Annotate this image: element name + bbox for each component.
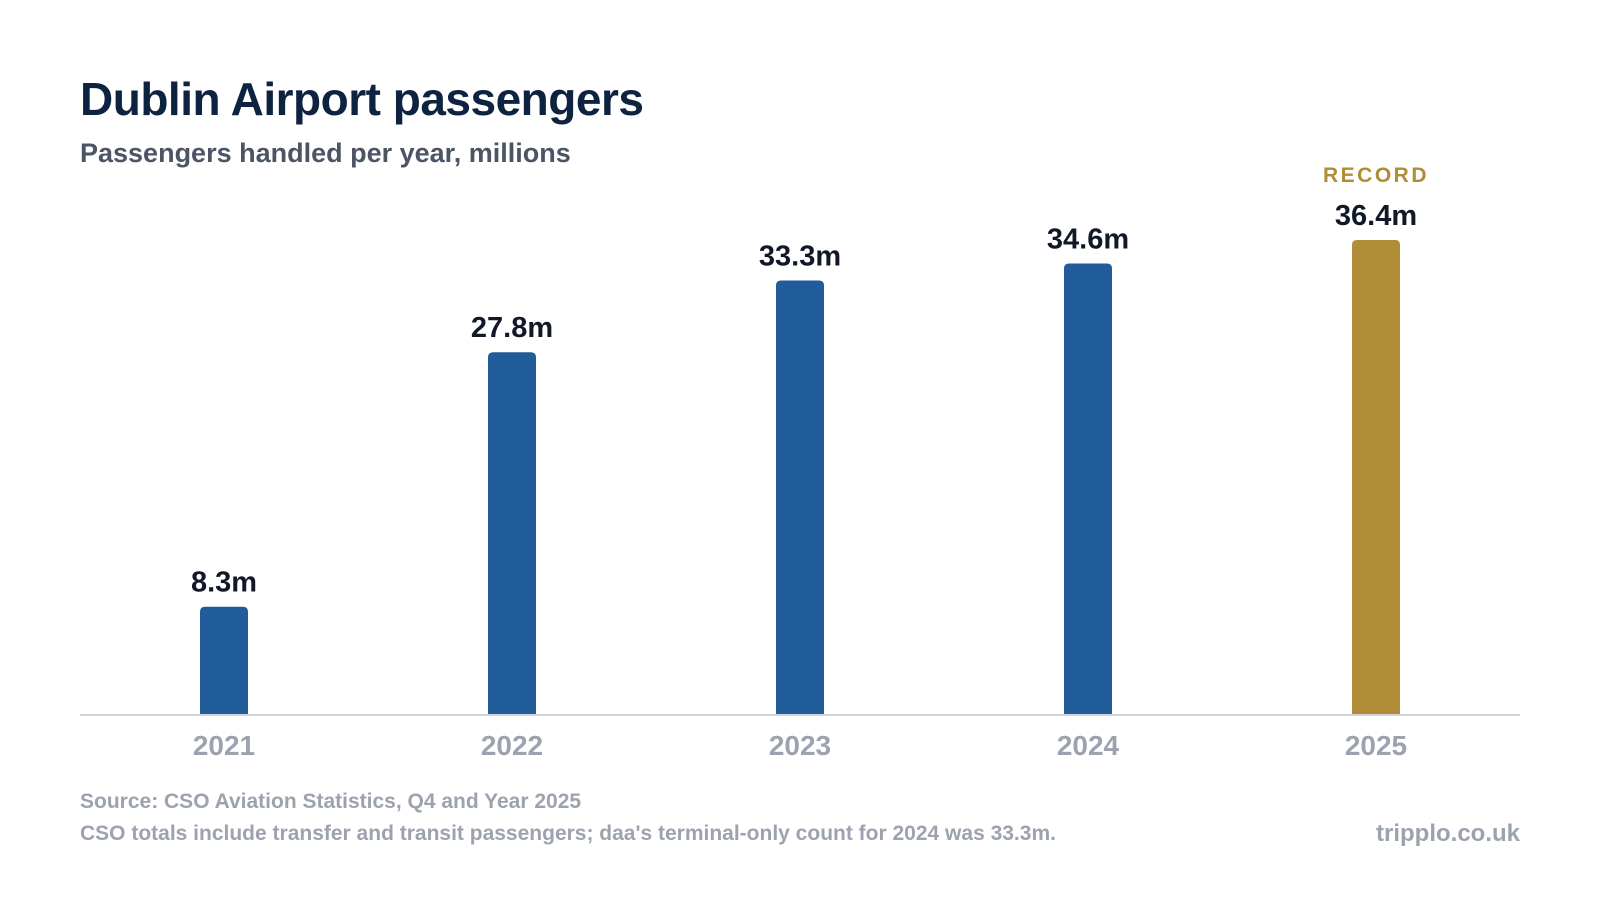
source-note: Source: CSO Aviation Statistics, Q4 and … (80, 790, 582, 813)
footnote: CSO totals include transfer and transit … (80, 822, 1056, 845)
value-label-2021: 8.3m (191, 567, 257, 599)
brand-link[interactable]: tripplo.co.uk (1376, 820, 1520, 847)
bar-2022 (488, 352, 536, 715)
bar-2024 (1064, 263, 1112, 715)
labels-layer: 8.3m 2021 27.8m 2022 33.3m 2023 34.6m 2024 36.4m… (191, 164, 1429, 761)
x-tick-label-2022: 2022 (481, 730, 543, 761)
chart-subtitle: Passengers handled per year, millions (80, 138, 571, 168)
bar-2023 (776, 280, 824, 715)
value-label-2024: 34.6m (1047, 223, 1129, 255)
x-tick-label-2021: 2021 (193, 730, 255, 761)
bar-2025 (1352, 240, 1400, 715)
record-label: RECORD (1323, 164, 1429, 187)
x-tick-label-2025: 2025 (1345, 730, 1407, 761)
chart-title: Dublin Airport passengers (80, 73, 644, 125)
bar-2021 (200, 606, 248, 715)
x-tick-label-2024: 2024 (1057, 730, 1120, 761)
bars-layer (200, 240, 1400, 715)
value-label-2022: 27.8m (471, 312, 553, 344)
value-label-2023: 33.3m (759, 240, 841, 272)
x-tick-label-2023: 2023 (769, 730, 831, 761)
value-label-2025: 36.4m (1335, 200, 1417, 232)
